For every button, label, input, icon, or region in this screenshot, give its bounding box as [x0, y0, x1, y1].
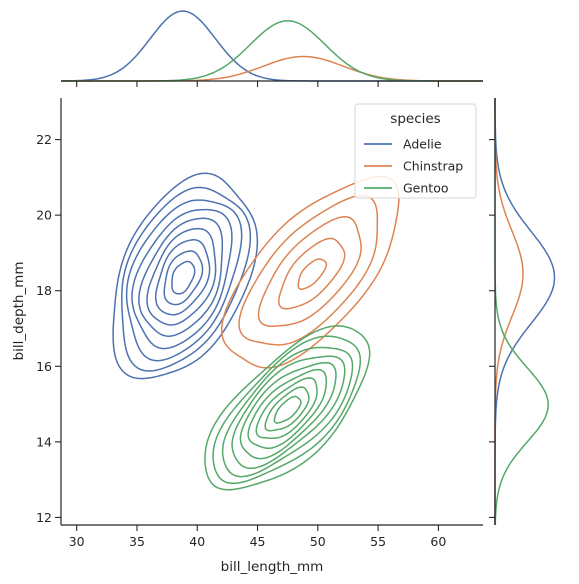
y-tick-label: 20	[36, 208, 52, 223]
y-axis-title: bill_depth_mm	[11, 262, 27, 361]
contour-chinstrap-1	[297, 258, 328, 290]
contour-gentoo-8	[212, 335, 362, 485]
top-marginal-kde	[61, 10, 483, 82]
legend-label-chinstrap: Chinstrap	[403, 159, 463, 174]
contours-adelie	[112, 172, 259, 380]
contour-adelie-4	[146, 227, 217, 326]
contour-chinstrap-3	[257, 216, 362, 327]
contour-gentoo-6	[231, 355, 346, 470]
y-marginal-adelie	[494, 98, 556, 525]
contour-gentoo-1	[273, 395, 302, 424]
legend: species Adelie Chinstrap Gentoo	[354, 103, 477, 199]
right-marginal-kde	[494, 98, 556, 525]
contour-gentoo-9	[204, 325, 371, 491]
contour-chinstrap-2	[278, 237, 346, 310]
contour-gentoo-2	[264, 386, 310, 432]
x-tick-label: 55	[370, 534, 386, 549]
contour-gentoo-7	[221, 346, 354, 478]
contours-gentoo	[204, 325, 371, 491]
contour-gentoo-3	[255, 377, 318, 439]
x-tick-label: 35	[129, 534, 145, 549]
x-tick-label: 50	[310, 534, 326, 549]
contour-adelie-7	[125, 199, 243, 362]
y-tick-label: 18	[36, 283, 52, 298]
y-tick-label: 22	[36, 132, 52, 147]
contour-adelie-8	[121, 186, 252, 372]
x-marginal-gentoo	[61, 20, 483, 82]
x-tick-label: 40	[189, 534, 205, 549]
y-tick-label: 12	[36, 510, 52, 525]
contour-adelie-5	[138, 217, 224, 337]
x-tick-label: 45	[250, 534, 266, 549]
x-tick-label: 30	[69, 534, 85, 549]
y-tick-label: 14	[36, 434, 52, 449]
contour-gentoo-4	[247, 368, 328, 449]
legend-label-adelie: Adelie	[403, 137, 442, 152]
contour-adelie-1	[171, 260, 196, 295]
legend-frame	[354, 103, 477, 199]
axes: 30 35 40 45 50 55 60 12 14 16 18 20 22	[36, 80, 496, 549]
y-marginal-chinstrap	[494, 98, 524, 525]
legend-label-gentoo: Gentoo	[403, 181, 449, 196]
x-marginal-adelie	[61, 10, 483, 82]
contour-adelie-9	[112, 172, 259, 380]
legend-title: species	[390, 111, 440, 127]
y-tick-label: 16	[36, 359, 52, 374]
x-tick-label: 60	[430, 534, 446, 549]
kde-contours	[112, 172, 400, 491]
contour-chinstrap-4	[238, 194, 379, 346]
contour-adelie-2	[163, 250, 204, 306]
contour-adelie-6	[131, 208, 233, 350]
x-marginal-chinstrap	[61, 55, 483, 82]
x-axis-title: bill_length_mm	[221, 559, 324, 575]
contour-adelie-3	[154, 239, 211, 316]
contour-gentoo-5	[239, 361, 337, 460]
